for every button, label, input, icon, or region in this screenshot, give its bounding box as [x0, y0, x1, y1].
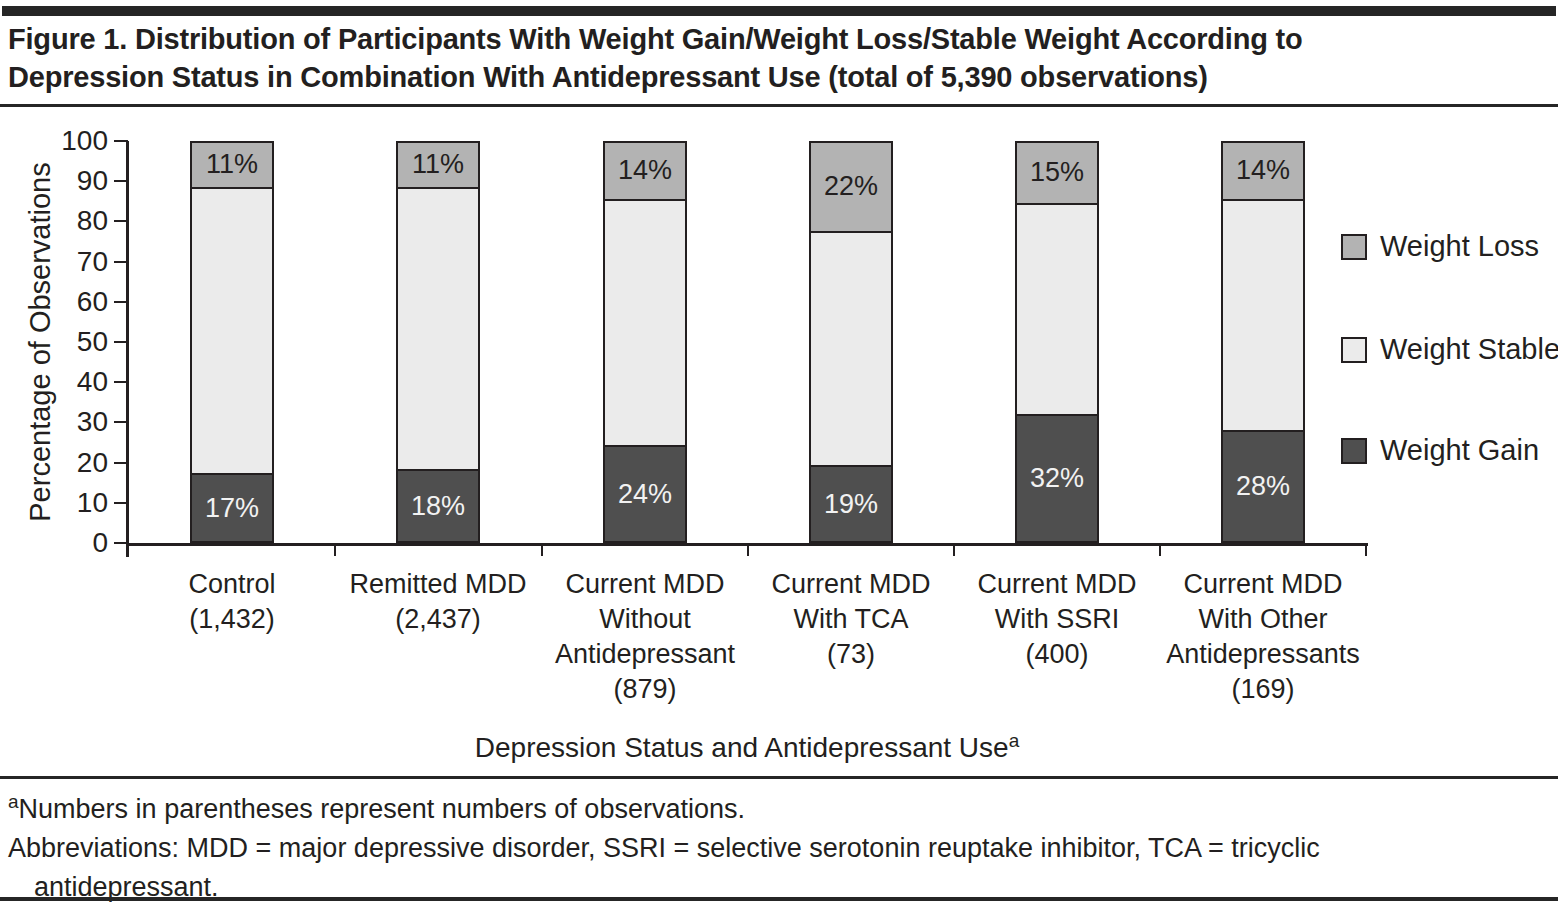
- y-axis-tick-label: 10: [0, 487, 108, 519]
- y-axis-tick-label: 70: [0, 246, 108, 278]
- x-axis-tick: [1365, 546, 1367, 556]
- legend-item-weight-stable: Weight Stable: [1341, 333, 1558, 366]
- footnote-divider-rule: [0, 776, 1558, 779]
- segment-value-label: 11%: [412, 149, 464, 180]
- legend-label: Weight Gain: [1380, 434, 1539, 467]
- stacked-bar-chart: Percentage of Observations Depression St…: [0, 105, 1558, 776]
- footnote-abbreviations-line1: Abbreviations: MDD = major depressive di…: [8, 829, 1320, 868]
- segment-weight-gain: 24%: [605, 445, 685, 541]
- bar-current-mdd-without-antidepressant-(879): 14% 24%: [603, 141, 687, 543]
- segment-value-label: 15%: [1030, 157, 1084, 188]
- legend-label: Weight Stable: [1380, 333, 1558, 366]
- segment-weight-loss: 22%: [811, 143, 891, 231]
- footnote-abbreviations-line2: antidepressant.: [8, 868, 1320, 907]
- x-category-label-line: (879): [515, 672, 775, 707]
- segment-weight-gain: 19%: [811, 465, 891, 541]
- footnote-marker: a: [8, 791, 19, 812]
- segment-weight-stable: [605, 199, 685, 446]
- top-rule: [2, 6, 1556, 16]
- x-axis-tick: [541, 546, 543, 556]
- figure-title-line2: Depression Status in Combination With An…: [8, 58, 1303, 96]
- segment-value-label: 14%: [618, 155, 672, 186]
- segment-value-label: 32%: [1030, 463, 1084, 494]
- y-axis-tick-label: 100: [0, 125, 108, 157]
- footnote-observations-text: Numbers in parentheses represent numbers…: [19, 794, 745, 824]
- segment-weight-stable: [398, 187, 478, 470]
- x-axis-tick: [334, 546, 336, 556]
- segment-value-label: 11%: [206, 149, 258, 180]
- bar-remitted-mdd-(2,437): 11% 18%: [396, 141, 480, 543]
- y-axis-line: [126, 141, 129, 557]
- segment-weight-gain: 32%: [1017, 414, 1097, 541]
- y-axis-tick-label: 20: [0, 447, 108, 479]
- segment-weight-gain: 17%: [192, 473, 272, 541]
- bar-control-(1,432): 11% 17%: [190, 141, 274, 543]
- x-category-label: Current MDDWith OtherAntidepressants(169…: [1133, 567, 1393, 707]
- segment-weight-loss: 14%: [605, 143, 685, 199]
- figure-title: Figure 1. Distribution of Participants W…: [8, 20, 1303, 96]
- footnotes: aNumbers in parentheses represent number…: [8, 782, 1320, 907]
- segment-weight-stable: [1017, 203, 1097, 414]
- legend-swatch-weight-loss: [1341, 234, 1367, 260]
- y-axis-tick-label: 80: [0, 205, 108, 237]
- x-category-label-line: With Other: [1133, 602, 1393, 637]
- y-axis-tick-label: 60: [0, 286, 108, 318]
- segment-weight-gain: 28%: [1223, 430, 1303, 541]
- bar-current-mdd-with-ssri-(400): 15% 32%: [1015, 141, 1099, 543]
- x-category-label-line: Current MDD: [1133, 567, 1393, 602]
- segment-value-label: 18%: [411, 491, 465, 522]
- legend-label: Weight Loss: [1380, 230, 1539, 263]
- y-axis-tick-label: 50: [0, 326, 108, 358]
- figure-page: Figure 1. Distribution of Participants W…: [0, 0, 1558, 912]
- footnote-observations: aNumbers in parentheses represent number…: [8, 782, 1320, 829]
- x-axis-title-text: Depression Status and Antidepressant Use: [475, 732, 1009, 763]
- segment-weight-loss: 11%: [192, 143, 272, 187]
- legend-item-weight-gain: Weight Gain: [1341, 434, 1539, 467]
- x-axis-tick: [953, 546, 955, 556]
- x-category-label-line: Antidepressants: [1133, 637, 1393, 672]
- segment-value-label: 19%: [824, 489, 878, 520]
- y-axis-tick-label: 30: [0, 406, 108, 438]
- segment-value-label: 28%: [1236, 471, 1290, 502]
- bottom-rule: [0, 897, 1558, 901]
- segment-value-label: 14%: [1236, 155, 1290, 186]
- x-axis-tick: [1159, 546, 1161, 556]
- x-axis-title: Depression Status and Antidepressant Use…: [475, 730, 1019, 764]
- legend-swatch-weight-gain: [1341, 438, 1367, 464]
- legend-swatch-weight-stable: [1341, 337, 1367, 363]
- x-axis-title-superscript: a: [1009, 730, 1020, 751]
- bar-current-mdd-with-tca-(73): 22% 19%: [809, 141, 893, 543]
- legend-item-weight-loss: Weight Loss: [1341, 230, 1539, 263]
- y-axis-tick-label: 90: [0, 165, 108, 197]
- x-category-label-line: (169): [1133, 672, 1393, 707]
- bar-current-mdd-with-other-antidepressants-(169): 14% 28%: [1221, 141, 1305, 543]
- y-axis-tick-label: 0: [0, 527, 108, 559]
- segment-value-label: 22%: [824, 171, 878, 202]
- segment-weight-loss: 15%: [1017, 143, 1097, 203]
- segment-weight-loss: 14%: [1223, 143, 1303, 199]
- x-axis-tick: [747, 546, 749, 556]
- segment-weight-stable: [192, 187, 272, 474]
- segment-weight-stable: [811, 231, 891, 466]
- segment-weight-loss: 11%: [398, 143, 478, 187]
- segment-value-label: 17%: [205, 493, 259, 524]
- segment-weight-gain: 18%: [398, 469, 478, 541]
- figure-title-line1: Figure 1. Distribution of Participants W…: [8, 20, 1303, 58]
- segment-value-label: 24%: [618, 479, 672, 510]
- y-axis-tick-label: 40: [0, 366, 108, 398]
- segment-weight-stable: [1223, 199, 1303, 430]
